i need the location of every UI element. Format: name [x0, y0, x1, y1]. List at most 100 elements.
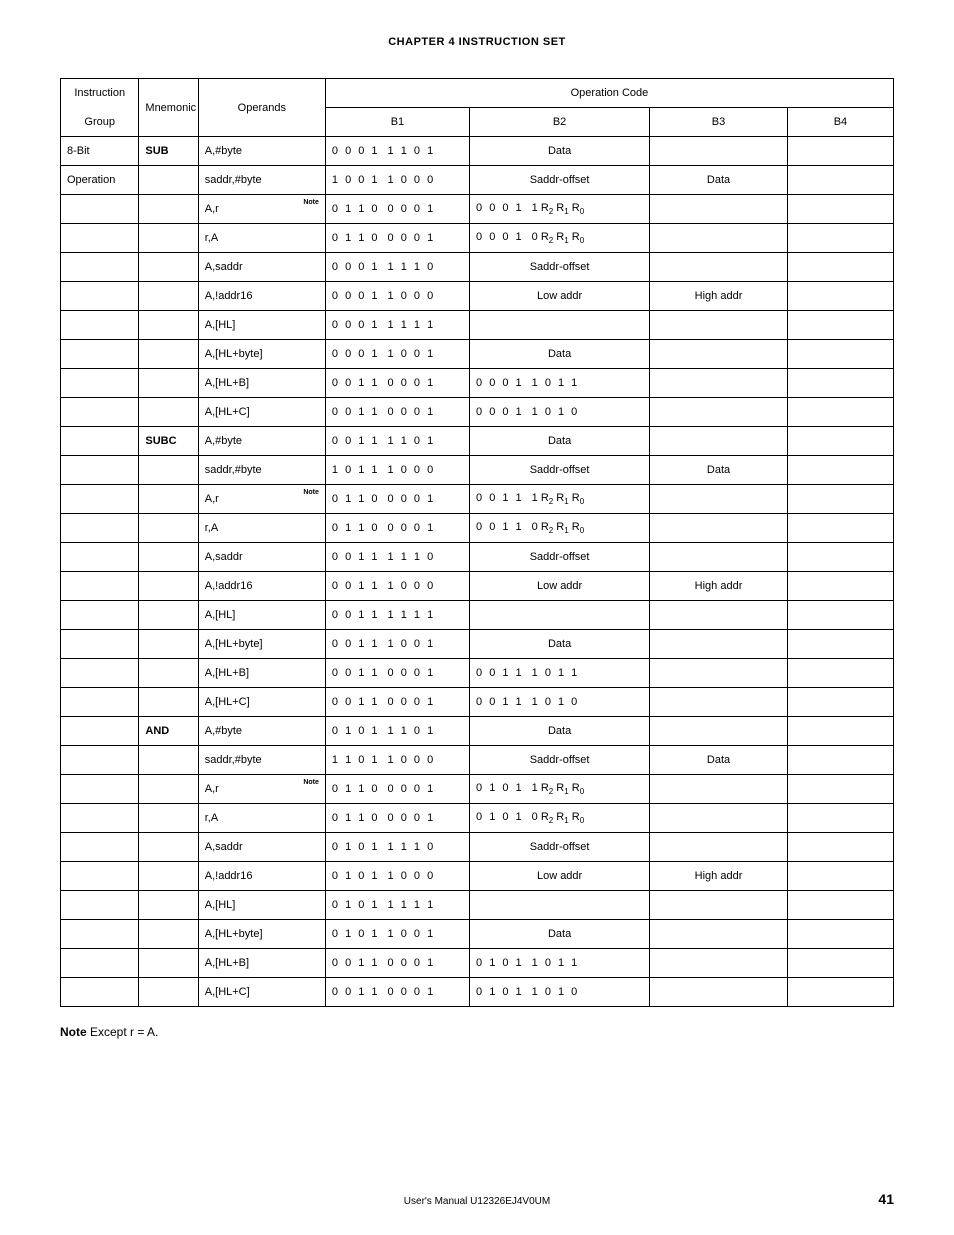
empty-cell	[650, 514, 788, 543]
mnemonic-cell	[139, 978, 198, 1007]
empty-cell	[787, 369, 893, 398]
empty-cell	[787, 514, 893, 543]
empty-cell	[787, 688, 893, 717]
group-cell	[61, 543, 139, 572]
empty-cell	[787, 543, 893, 572]
label-cell: Saddr-offset	[470, 456, 650, 485]
mnemonic-cell	[139, 311, 198, 340]
mnemonic-cell	[139, 630, 198, 659]
operand-cell: A,[HL]	[198, 311, 325, 340]
page-footer: User's Manual U12326EJ4V0UM 41	[0, 1196, 954, 1207]
group-cell	[61, 572, 139, 601]
empty-cell	[650, 195, 788, 224]
label-cell: Saddr-offset	[470, 253, 650, 282]
bits-cell: 0 0 0 11 0 1 0	[470, 398, 650, 427]
group-cell	[61, 398, 139, 427]
mnemonic-cell	[139, 340, 198, 369]
operand-cell: A,[HL+byte]	[198, 630, 325, 659]
mnemonic-cell	[139, 659, 198, 688]
hdr-b1: B1	[325, 108, 469, 137]
empty-cell	[650, 891, 788, 920]
empty-cell	[787, 746, 893, 775]
empty-cell	[787, 862, 893, 891]
table-row: r,A0 1 1 00 0 0 10 0 0 10 R2 R1 R0	[61, 224, 894, 253]
empty-cell	[650, 688, 788, 717]
mnemonic-cell	[139, 746, 198, 775]
table-row: A,saddr0 0 0 11 1 1 0Saddr-offset	[61, 253, 894, 282]
bits-cell: 0 0 0 11 1 1 1	[325, 311, 469, 340]
label-cell: High addr	[650, 572, 788, 601]
table-row: ANDA,#byte0 1 0 11 1 0 1Data	[61, 717, 894, 746]
empty-cell	[787, 224, 893, 253]
empty-cell	[650, 369, 788, 398]
empty-cell	[650, 224, 788, 253]
bits-cell: 0 0 1 10 0 0 1	[325, 369, 469, 398]
bits-cell: 0 1 0 11 0 0 0	[325, 862, 469, 891]
operand-cell: A,[HL+B]	[198, 949, 325, 978]
bits-cell: 0 0 1 11 0 1 0	[470, 688, 650, 717]
group-cell	[61, 775, 139, 804]
operand-cell: A,[HL]	[198, 891, 325, 920]
group-cell	[61, 195, 139, 224]
empty-cell	[650, 340, 788, 369]
label-cell: Saddr-offset	[470, 833, 650, 862]
bits-cell: 0 0 0 10 R2 R1 R0	[470, 224, 650, 253]
empty-cell	[787, 253, 893, 282]
bits-cell: 0 0 0 11 0 0 1	[325, 340, 469, 369]
note-marker: Note	[303, 199, 319, 206]
table-row: A,[HL+byte]0 0 0 11 0 0 1Data	[61, 340, 894, 369]
bits-cell: 0 0 1 11 0 0 0	[325, 572, 469, 601]
operand-cell: A,[HL+C]	[198, 688, 325, 717]
label-cell: Data	[470, 920, 650, 949]
operand-cell: A,[HL+C]	[198, 398, 325, 427]
operand-cell: A,rNote	[198, 195, 325, 224]
empty-cell	[787, 398, 893, 427]
empty-cell	[650, 543, 788, 572]
label-cell: High addr	[650, 862, 788, 891]
mnemonic-cell	[139, 369, 198, 398]
hdr-operands: Operands	[198, 79, 325, 137]
bits-cell: 0 1 1 00 0 0 1	[325, 485, 469, 514]
empty-cell	[650, 978, 788, 1007]
mnemonic-cell	[139, 398, 198, 427]
table-row: A,saddr0 0 1 11 1 1 0Saddr-offset	[61, 543, 894, 572]
group-cell	[61, 659, 139, 688]
empty-cell	[787, 456, 893, 485]
footer-pageno: 41	[878, 1191, 894, 1207]
table-row: A,[HL+C]0 0 1 10 0 0 10 0 1 11 0 1 0	[61, 688, 894, 717]
hdr-mnemonic: Mnemonic	[139, 79, 198, 137]
empty-cell	[650, 717, 788, 746]
group-cell	[61, 630, 139, 659]
table-row: A,[HL]0 1 0 11 1 1 1	[61, 891, 894, 920]
hdr-b3: B3	[650, 108, 788, 137]
mnemonic-cell	[139, 572, 198, 601]
label-cell: Low addr	[470, 572, 650, 601]
table-row: A,[HL+B]0 0 1 10 0 0 10 0 1 11 0 1 1	[61, 659, 894, 688]
table-row: A,[HL+C]0 0 1 10 0 0 10 0 0 11 0 1 0	[61, 398, 894, 427]
group-cell	[61, 688, 139, 717]
group-cell	[61, 427, 139, 456]
operand-cell: saddr,#byte	[198, 456, 325, 485]
bits-cell: 1 0 0 11 0 0 0	[325, 166, 469, 195]
label-cell: Data	[650, 746, 788, 775]
mnemonic-cell	[139, 166, 198, 195]
mnemonic-cell	[139, 891, 198, 920]
operand-cell: A,saddr	[198, 543, 325, 572]
empty-cell	[787, 978, 893, 1007]
table-row: A,[HL]0 0 1 11 1 1 1	[61, 601, 894, 630]
label-cell: Data	[470, 717, 650, 746]
bits-cell: 0 0 1 10 0 0 1	[325, 949, 469, 978]
label-cell: Data	[470, 137, 650, 166]
table-row: Operationsaddr,#byte1 0 0 11 0 0 0Saddr-…	[61, 166, 894, 195]
empty-cell	[470, 311, 650, 340]
group-cell	[61, 891, 139, 920]
empty-cell	[650, 659, 788, 688]
mnemonic-cell	[139, 862, 198, 891]
empty-cell	[787, 485, 893, 514]
mnemonic-cell	[139, 514, 198, 543]
mnemonic-cell: SUB	[139, 137, 198, 166]
empty-cell	[650, 427, 788, 456]
hdr-instr: Instruction	[61, 79, 139, 108]
table-row: A,[HL+B]0 0 1 10 0 0 10 0 0 11 0 1 1	[61, 369, 894, 398]
table-row: A,!addr160 0 1 11 0 0 0Low addrHigh addr	[61, 572, 894, 601]
